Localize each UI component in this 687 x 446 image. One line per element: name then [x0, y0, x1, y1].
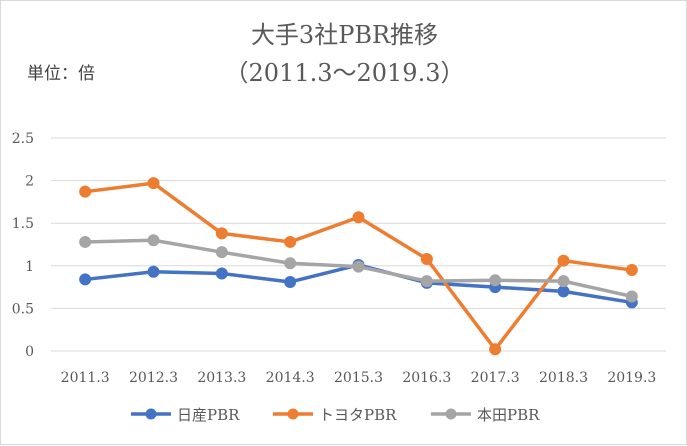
data-point [215, 267, 228, 280]
legend-marker [445, 408, 457, 420]
legend-label: トヨタPBR [319, 406, 397, 424]
data-point [489, 343, 502, 356]
data-point [557, 275, 570, 288]
chart-title: 大手3社PBR推移 [250, 21, 439, 49]
unit-label: 単位：倍 [27, 64, 95, 84]
data-point [147, 265, 160, 278]
y-tick-label: 2 [25, 174, 34, 190]
data-point [557, 285, 570, 298]
legend-label: 日産PBR [177, 406, 240, 424]
data-point [489, 274, 502, 287]
y-tick-label: 0.5 [12, 301, 34, 317]
x-tick-label: 2016.3 [402, 370, 451, 386]
chart-subtitle: （2011.3～2019.3） [224, 59, 465, 87]
data-point [215, 227, 228, 240]
data-point [284, 275, 297, 288]
x-tick-label: 2012.3 [129, 370, 178, 386]
y-tick-label: 0 [25, 344, 34, 360]
y-tick-label: 2.5 [12, 131, 34, 147]
data-point [557, 254, 570, 267]
x-tick-label: 2013.3 [197, 370, 246, 386]
data-point [420, 252, 433, 265]
legend-marker [145, 408, 157, 420]
data-point [215, 246, 228, 259]
data-point [79, 235, 92, 248]
data-point [352, 211, 365, 224]
data-point [284, 257, 297, 270]
data-point [79, 273, 92, 286]
data-point [625, 264, 638, 277]
x-tick-label: 2019.3 [607, 370, 656, 386]
data-point [352, 260, 365, 273]
data-point [625, 290, 638, 303]
y-tick-label: 1 [25, 259, 34, 275]
x-tick-label: 2018.3 [539, 370, 588, 386]
legend-label: 本田PBR [477, 406, 540, 424]
x-tick-label: 2014.3 [266, 370, 315, 386]
data-point [79, 185, 92, 198]
legend-marker [287, 408, 299, 420]
x-tick-label: 2015.3 [334, 370, 383, 386]
data-point [284, 235, 297, 248]
y-tick-label: 1.5 [12, 216, 34, 232]
x-tick-label: 2011.3 [61, 370, 110, 386]
data-point [420, 275, 433, 288]
x-tick-label: 2017.3 [471, 370, 520, 386]
data-point [147, 234, 160, 247]
data-point [147, 177, 160, 190]
